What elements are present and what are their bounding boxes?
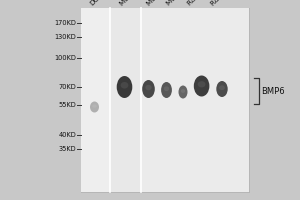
Text: 70KD: 70KD bbox=[59, 84, 76, 90]
Text: 35KD: 35KD bbox=[59, 146, 76, 152]
Text: Mouse lung: Mouse lung bbox=[119, 0, 152, 7]
Bar bbox=[110, 8, 141, 192]
Ellipse shape bbox=[219, 85, 225, 90]
Text: 40KD: 40KD bbox=[59, 132, 76, 138]
Text: 130KD: 130KD bbox=[55, 34, 76, 40]
Ellipse shape bbox=[216, 81, 228, 97]
Ellipse shape bbox=[142, 80, 155, 98]
Text: 55KD: 55KD bbox=[59, 102, 76, 108]
Text: DU145: DU145 bbox=[89, 0, 110, 7]
Ellipse shape bbox=[145, 85, 152, 90]
Bar bbox=[141, 8, 249, 192]
Text: Rat kidney: Rat kidney bbox=[210, 0, 242, 7]
Text: 100KD: 100KD bbox=[55, 55, 76, 61]
Text: BMP6: BMP6 bbox=[261, 87, 285, 96]
Ellipse shape bbox=[90, 102, 99, 112]
Text: Mouse kidney: Mouse kidney bbox=[146, 0, 185, 7]
Ellipse shape bbox=[92, 104, 97, 108]
Ellipse shape bbox=[198, 81, 206, 87]
Ellipse shape bbox=[178, 86, 188, 98]
Ellipse shape bbox=[164, 86, 169, 91]
Text: 170KD: 170KD bbox=[55, 20, 76, 26]
Ellipse shape bbox=[181, 89, 185, 93]
Text: Mouse heart: Mouse heart bbox=[165, 0, 201, 7]
Text: Rat brain: Rat brain bbox=[186, 0, 214, 7]
Ellipse shape bbox=[194, 75, 209, 96]
Ellipse shape bbox=[121, 82, 128, 89]
Ellipse shape bbox=[161, 82, 172, 98]
Bar bbox=[81, 8, 110, 192]
Ellipse shape bbox=[117, 76, 132, 98]
Bar bbox=[81, 8, 249, 192]
